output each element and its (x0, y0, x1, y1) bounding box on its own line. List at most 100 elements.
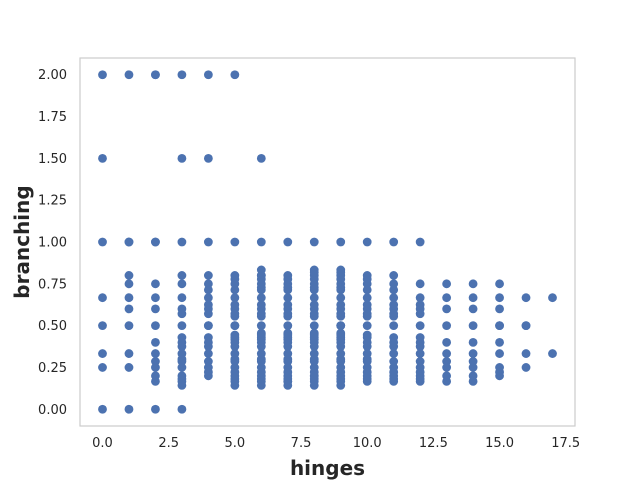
x-tick-label: 5.0 (225, 436, 246, 451)
data-point (283, 367, 293, 377)
data-point (389, 349, 399, 358)
data-point (203, 153, 213, 163)
data-point (283, 354, 293, 364)
data-point (415, 367, 425, 377)
data-point (203, 271, 213, 280)
data-point (256, 153, 266, 163)
data-point (283, 309, 293, 319)
y-tick-label: 1.00 (38, 236, 67, 251)
data-point (230, 342, 240, 351)
data-point (362, 354, 372, 364)
data-point (362, 237, 372, 247)
data-point (151, 349, 160, 358)
data-point (442, 357, 452, 366)
data-point (230, 309, 240, 319)
data-point (256, 328, 266, 338)
data-point (389, 321, 399, 331)
data-point (203, 367, 213, 377)
data-point (415, 279, 425, 289)
data-point (98, 70, 107, 80)
data-point (151, 237, 160, 247)
data-point (309, 371, 319, 381)
data-point (415, 333, 425, 342)
data-point (230, 354, 240, 364)
data-point (177, 404, 187, 414)
x-tick-label: 2.5 (158, 436, 179, 451)
data-point (442, 371, 452, 381)
data-point (336, 293, 346, 303)
data-point (230, 70, 240, 80)
data-point (230, 374, 240, 384)
data-point (309, 293, 319, 303)
data-point (336, 309, 346, 319)
data-point (177, 279, 187, 289)
data-point (389, 333, 399, 342)
data-point (151, 337, 160, 347)
data-point (468, 363, 478, 372)
data-point (442, 321, 452, 331)
data-point (468, 337, 478, 347)
data-point (442, 349, 452, 358)
x-axis-title: hinges (290, 456, 365, 480)
data-point (309, 321, 319, 331)
data-point (283, 321, 293, 331)
data-point (203, 300, 213, 310)
data-point (362, 367, 372, 377)
data-point (415, 309, 425, 319)
data-point (98, 293, 107, 303)
data-point (203, 70, 213, 80)
data-point (230, 330, 240, 340)
data-point (362, 274, 372, 284)
data-point (362, 309, 372, 319)
data-point (256, 293, 266, 303)
data-point (151, 293, 160, 303)
data-point (230, 321, 240, 331)
data-point (495, 279, 504, 289)
data-point (389, 285, 399, 295)
data-point (177, 293, 187, 303)
data-point (98, 349, 107, 358)
data-point (468, 321, 478, 331)
data-point (98, 153, 107, 163)
x-tick-label: 15.0 (485, 436, 514, 451)
data-point (98, 321, 107, 331)
data-point (336, 354, 346, 364)
x-tick-label: 17.5 (551, 436, 580, 451)
y-axis-title: branching (10, 185, 34, 298)
data-point (362, 321, 372, 331)
data-point (151, 279, 160, 289)
data-point (309, 237, 319, 247)
data-point (203, 349, 213, 358)
data-point (203, 333, 213, 342)
data-point (177, 380, 187, 390)
data-point (389, 293, 399, 303)
data-point (468, 357, 478, 366)
data-point (230, 380, 240, 390)
data-point (98, 363, 107, 372)
data-point (230, 285, 240, 295)
y-tick-label: 0.50 (38, 319, 67, 334)
x-axis-ticks: 0.0 2.5 5.0 7.5 10.0 12.5 15.0 17.5 (92, 436, 580, 451)
data-point (230, 293, 240, 303)
data-point (124, 70, 134, 80)
data-point (256, 283, 266, 293)
data-point (124, 279, 134, 289)
data-points (98, 70, 557, 414)
data-point (309, 300, 319, 310)
data-point (256, 374, 266, 384)
y-tick-label: 1.75 (38, 110, 67, 125)
data-point (256, 367, 266, 377)
data-point (124, 363, 134, 372)
data-point (203, 279, 213, 289)
data-point (521, 349, 531, 358)
data-point (309, 380, 319, 390)
data-point (336, 268, 346, 277)
data-point (256, 354, 266, 364)
y-tick-label: 0.75 (38, 277, 67, 292)
data-point (389, 309, 399, 319)
data-point (309, 342, 319, 351)
data-point (548, 349, 557, 358)
data-point (336, 374, 346, 384)
data-point (389, 374, 399, 384)
data-point (203, 285, 213, 295)
